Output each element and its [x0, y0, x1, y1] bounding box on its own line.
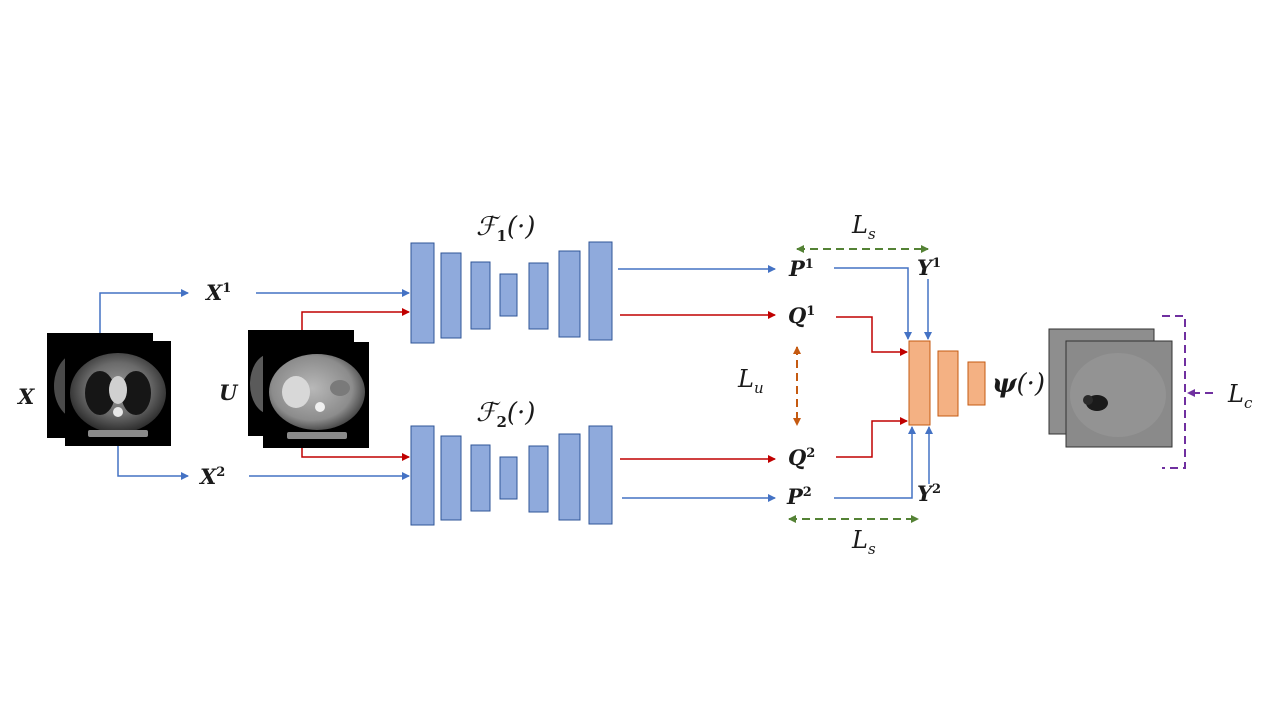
head-psi: [908, 340, 986, 426]
arrow-u-to-f2: [301, 448, 410, 461]
ct-stack-u: [248, 330, 369, 448]
label-u: U: [219, 380, 238, 405]
arrow-x-to-x1: [99, 289, 189, 333]
arrow-p1-to-head: [834, 267, 912, 340]
label-loss-s-bottom: Ls: [852, 526, 876, 558]
label-p1: P1: [789, 256, 814, 281]
network-f1: [410, 241, 613, 344]
label-y2: Y2: [917, 481, 942, 506]
label-psi: ψ(·): [992, 369, 1046, 399]
label-loss-c: Lc: [1228, 380, 1253, 412]
label-p2: P2: [787, 484, 812, 509]
arrow-p2-to-head: [834, 426, 916, 499]
loss-c-bracket: [1162, 315, 1186, 469]
label-loss-u: Lu: [738, 365, 764, 397]
unlabeled-flow-arrows: [301, 308, 908, 463]
label-f2: ℱ2(·): [476, 398, 536, 432]
arrow-u-to-f1: [301, 308, 410, 330]
label-x: X: [18, 384, 35, 409]
label-q2: Q2: [788, 445, 816, 470]
label-q1: Q1: [788, 303, 816, 328]
label-x1: X1: [206, 280, 232, 305]
labeled-flow-arrows: [99, 265, 933, 502]
label-f1: ℱ1(·): [476, 212, 536, 246]
arrow-x-to-x2: [117, 446, 189, 480]
ct-stack-x: [47, 333, 171, 446]
output-mask-stack: [1048, 328, 1173, 448]
label-y1: Y1: [917, 255, 942, 280]
label-loss-s-top: Ls: [852, 211, 876, 243]
label-x2: X2: [200, 464, 226, 489]
arrow-q2-to-head: [836, 417, 908, 458]
arrow-q1-to-head: [836, 316, 908, 356]
network-f2: [410, 425, 613, 526]
